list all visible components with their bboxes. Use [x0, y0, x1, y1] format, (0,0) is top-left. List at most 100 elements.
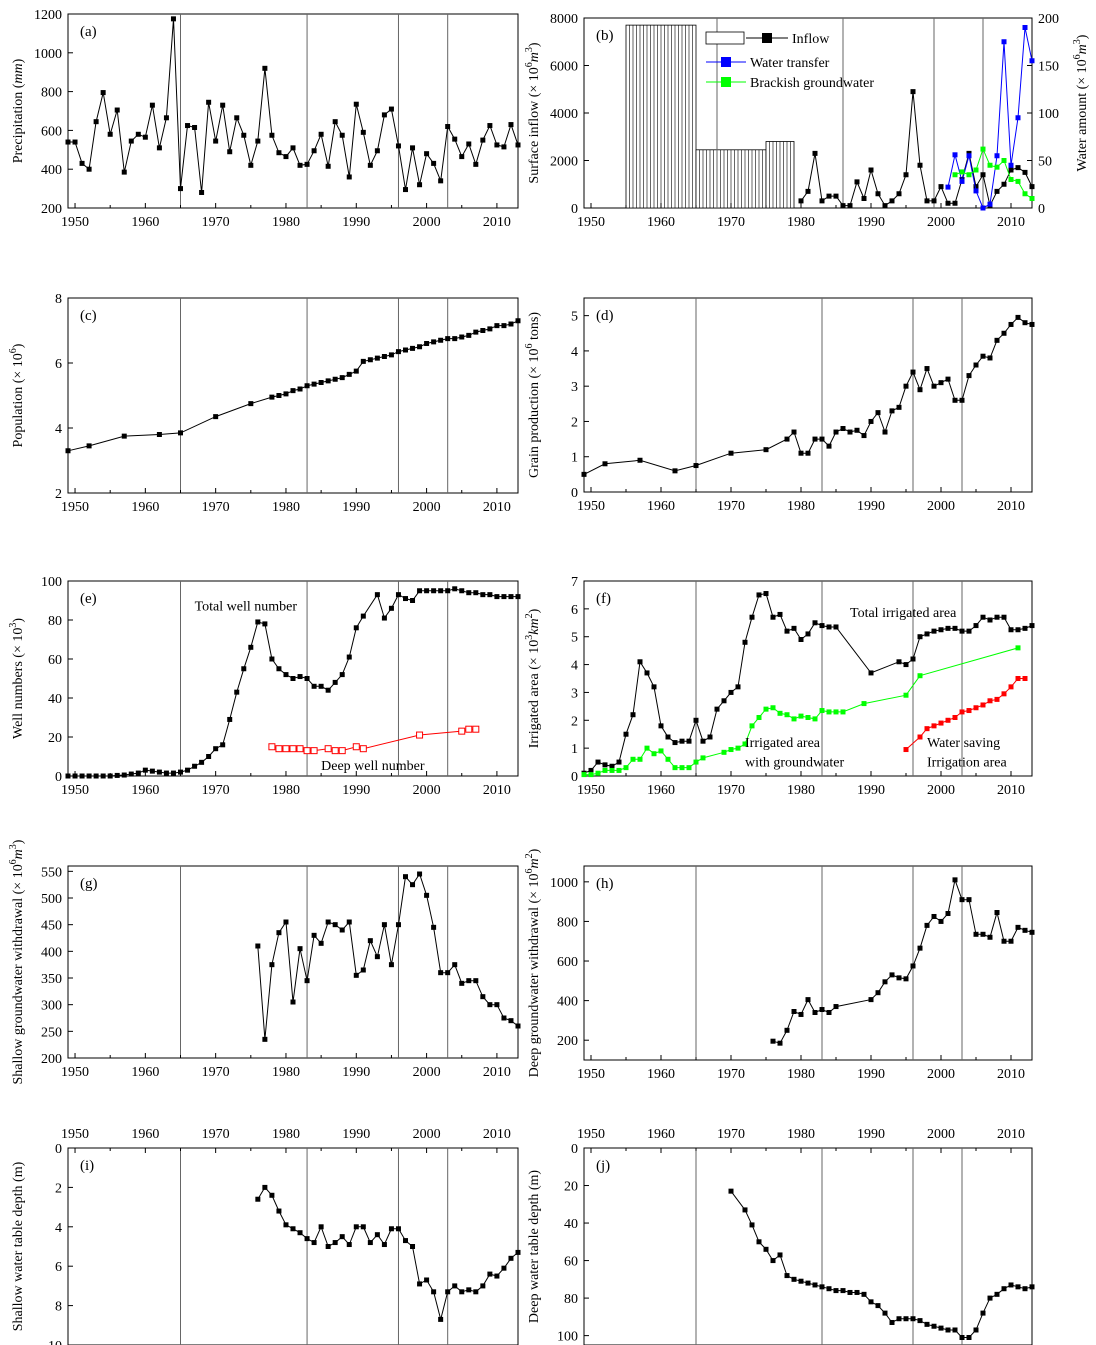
data-point	[431, 588, 437, 594]
data-point	[206, 754, 212, 759]
data-point	[980, 931, 986, 937]
data-point	[959, 178, 965, 184]
data-point	[438, 588, 444, 594]
data-point	[966, 628, 972, 634]
data-point	[353, 1224, 359, 1230]
data-point	[338, 747, 346, 755]
data-point	[798, 713, 804, 719]
y-axis-label-close: )	[11, 618, 26, 623]
x-tick-label: 1990	[857, 1067, 885, 1082]
data-point	[994, 614, 1000, 620]
data-point	[374, 954, 380, 960]
legend-label: Inflow	[792, 32, 830, 47]
data-point	[973, 1327, 979, 1333]
data-point	[1015, 115, 1021, 121]
data-point	[255, 619, 261, 625]
data-point	[686, 765, 692, 771]
data-point	[959, 397, 965, 403]
data-point	[994, 153, 1000, 159]
data-point	[149, 768, 155, 774]
data-point	[220, 742, 226, 748]
data-point	[819, 1007, 825, 1013]
data-point	[417, 588, 423, 594]
y-axis-label-close: )	[11, 58, 26, 63]
data-point	[798, 1278, 804, 1284]
data-point	[1008, 321, 1014, 327]
y-tick-label: 1	[571, 742, 578, 757]
data-point	[403, 596, 408, 602]
data-point	[346, 919, 352, 925]
x-tick-label: 1950	[61, 215, 89, 230]
data-point	[276, 1208, 282, 1214]
data-point	[487, 592, 493, 598]
data-point	[297, 674, 303, 680]
data-point	[882, 203, 888, 209]
data-point	[445, 124, 451, 130]
data-point	[283, 919, 289, 925]
data-point	[875, 1303, 881, 1309]
data-point	[325, 687, 331, 693]
data-point	[931, 198, 937, 204]
y-tick-label: 20	[48, 731, 62, 746]
y-tick-label: 250	[41, 1025, 62, 1040]
data-point	[459, 334, 465, 340]
y-axis-label-close: )	[527, 42, 542, 47]
x-tick-label: 1960	[647, 1067, 675, 1082]
data-point	[1015, 1284, 1021, 1290]
y-tick-label: 10	[48, 1339, 62, 1345]
y-axis-label-unit-sup: 3	[524, 47, 535, 52]
y-right-axis-label-unit-sup: 3	[1072, 39, 1083, 44]
legend-swatch-marker	[721, 57, 731, 67]
x-tick-label: 1980	[787, 783, 815, 798]
plot-frame	[583, 865, 1033, 1061]
data-point	[812, 1282, 818, 1288]
data-point	[199, 189, 205, 195]
data-point	[728, 747, 734, 753]
x-tick-label: 1980	[272, 500, 300, 515]
data-point	[833, 624, 839, 630]
data-point	[812, 436, 818, 442]
panel-letter: (i)	[80, 1158, 94, 1174]
panel-letter: (a)	[80, 24, 97, 40]
data-point	[388, 962, 394, 968]
data-point	[283, 391, 289, 397]
data-point	[297, 162, 303, 168]
data-point	[515, 594, 521, 600]
data-point	[854, 427, 860, 433]
data-point	[672, 468, 678, 474]
data-point	[959, 628, 965, 634]
data-point	[388, 1226, 394, 1232]
data-point	[156, 432, 162, 437]
data-point	[163, 115, 169, 121]
data-point	[388, 605, 394, 611]
y-tick-label: 8000	[550, 12, 578, 27]
data-point	[381, 354, 387, 359]
data-point	[360, 1224, 366, 1230]
y-axis-label-text: Grain production (× 10	[527, 348, 542, 478]
data-point	[473, 978, 479, 984]
y-axis-label-unit: m	[527, 52, 542, 62]
data-point	[777, 611, 783, 617]
legend-label: Water transfer	[750, 56, 830, 71]
data-point	[487, 1271, 493, 1277]
data-point	[931, 1323, 937, 1329]
panel-c: 1950 1960 1970 1980 1990 2000 2010 2 4 6 8 (c) Popul…	[8, 292, 521, 515]
data-point	[142, 134, 148, 140]
data-point	[508, 321, 514, 327]
x-tick-label: 1960	[131, 215, 159, 230]
data-point	[466, 332, 472, 338]
data-point	[917, 945, 923, 951]
data-point	[938, 184, 944, 190]
data-point	[220, 102, 226, 108]
data-point	[1029, 321, 1035, 327]
panel-i: 1950 1960 1970 1980 1990 2000 2010 0 2 4 6 8 10 (i) Sh…	[11, 1127, 521, 1345]
data-point	[798, 1011, 804, 1017]
y-tick-label: 200	[41, 202, 62, 217]
data-point	[945, 911, 951, 917]
data-point	[388, 106, 394, 112]
data-point	[952, 200, 958, 206]
plot-frame	[67, 297, 519, 494]
data-point	[959, 1334, 965, 1340]
data-point	[452, 586, 458, 592]
data-point	[987, 162, 993, 168]
